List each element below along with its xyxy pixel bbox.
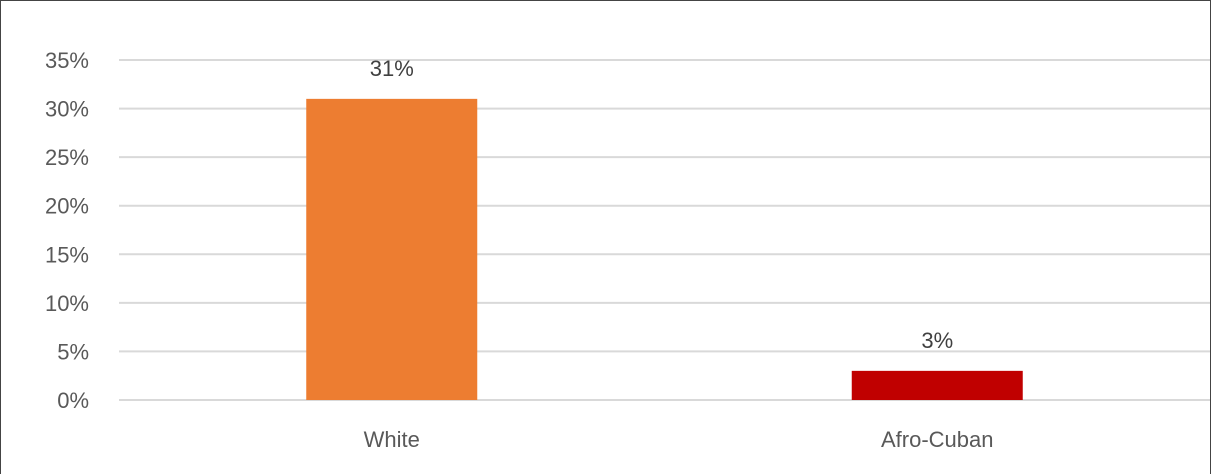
- y-tick-label: 35%: [45, 48, 89, 73]
- y-tick-label: 25%: [45, 145, 89, 170]
- y-axis-tick-labels: 0% 5% 10% 15% 20% 25% 30% 35%: [45, 48, 89, 413]
- y-tick-label: 20%: [45, 194, 89, 219]
- bar-afro-cuban: [851, 370, 1023, 400]
- data-label: 31%: [370, 56, 414, 81]
- data-label: 3%: [921, 328, 953, 353]
- data-labels: 31% 3%: [370, 56, 953, 353]
- category-labels: White Afro-Cuban: [364, 427, 994, 452]
- y-tick-label: 15%: [45, 242, 89, 267]
- y-tick-label: 0%: [57, 388, 89, 413]
- gridlines: [119, 59, 1210, 401]
- y-tick-label: 10%: [45, 291, 89, 316]
- bar-white: [306, 98, 478, 400]
- category-label: White: [364, 427, 420, 452]
- y-tick-label: 30%: [45, 97, 89, 122]
- category-label: Afro-Cuban: [881, 427, 994, 452]
- bars: [306, 98, 1023, 400]
- y-tick-label: 5%: [57, 339, 89, 364]
